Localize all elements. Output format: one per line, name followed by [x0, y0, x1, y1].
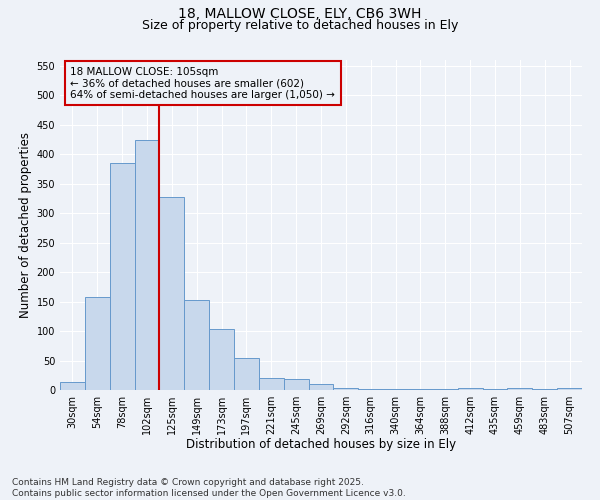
Bar: [557, 388, 582, 390]
Bar: [508, 388, 532, 390]
Bar: [184, 300, 209, 390]
Bar: [110, 163, 134, 390]
Bar: [134, 140, 160, 390]
Bar: [458, 388, 482, 390]
Text: 18, MALLOW CLOSE, ELY, CB6 3WH: 18, MALLOW CLOSE, ELY, CB6 3WH: [178, 8, 422, 22]
Text: Size of property relative to detached houses in Ely: Size of property relative to detached ho…: [142, 19, 458, 32]
Bar: [160, 196, 184, 390]
X-axis label: Distribution of detached houses by size in Ely: Distribution of detached houses by size …: [186, 438, 456, 452]
Bar: [284, 380, 308, 390]
Bar: [85, 298, 110, 390]
Y-axis label: Number of detached properties: Number of detached properties: [19, 132, 32, 318]
Bar: [209, 330, 234, 390]
Text: Contains HM Land Registry data © Crown copyright and database right 2025.
Contai: Contains HM Land Registry data © Crown c…: [12, 478, 406, 498]
Text: 18 MALLOW CLOSE: 105sqm
← 36% of detached houses are smaller (602)
64% of semi-d: 18 MALLOW CLOSE: 105sqm ← 36% of detache…: [70, 66, 335, 100]
Bar: [308, 384, 334, 390]
Bar: [60, 382, 85, 390]
Bar: [259, 378, 284, 390]
Bar: [334, 388, 358, 390]
Bar: [234, 358, 259, 390]
